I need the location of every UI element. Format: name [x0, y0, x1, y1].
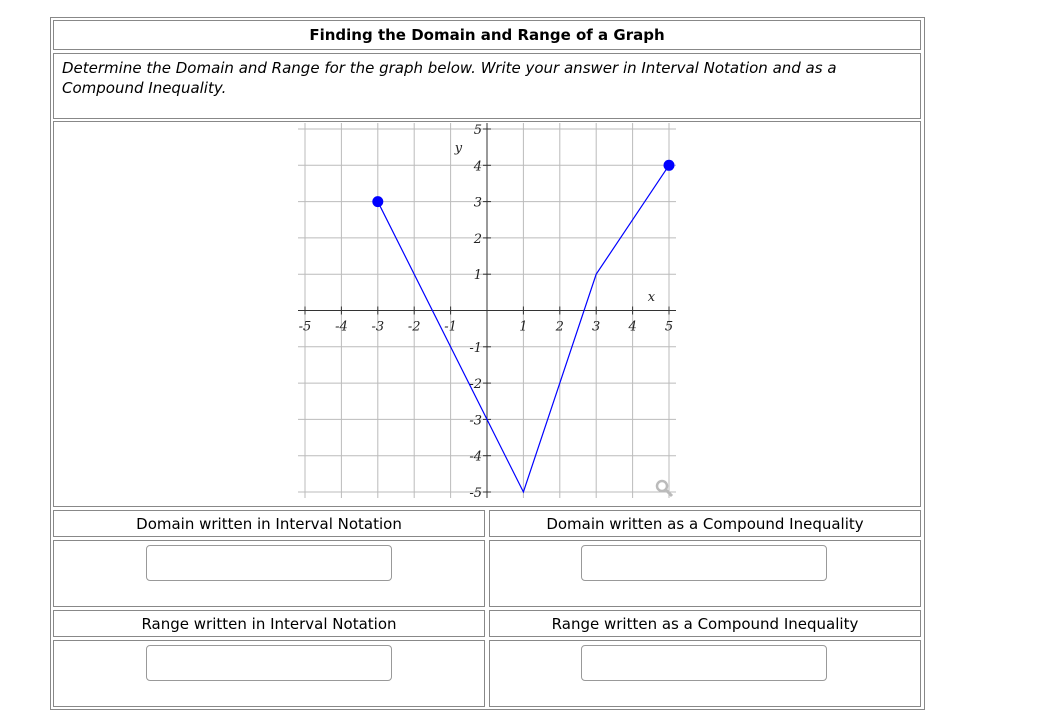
- x-tick-label: 5: [665, 320, 673, 335]
- x-tick-label: -3: [371, 320, 384, 335]
- range-interval-cell: [53, 640, 485, 707]
- range-inequality-label: Range written as a Compound Inequality: [489, 610, 921, 637]
- closed-endpoint: [663, 159, 675, 171]
- x-tick-label: -5: [299, 320, 312, 335]
- x-axis-label: x: [648, 290, 656, 305]
- y-tick-label: 1: [474, 268, 482, 283]
- domain-inequality-cell: [489, 540, 921, 607]
- instructions: Determine the Domain and Range for the g…: [53, 53, 921, 119]
- problem-table: [50, 17, 925, 710]
- y-tick-label: 4: [473, 159, 482, 174]
- domain-interval-label: Domain written in Interval Notation: [53, 510, 485, 537]
- y-axis-label: y: [454, 141, 463, 156]
- y-tick-label: -1: [469, 341, 482, 356]
- x-tick-label: 1: [519, 320, 527, 335]
- domain-inequality-input[interactable]: [581, 545, 827, 581]
- domain-inequality-label: Domain written as a Compound Inequality: [489, 510, 921, 537]
- x-tick-label: 3: [592, 320, 600, 335]
- magnifier-icon[interactable]: [655, 479, 674, 498]
- y-tick-label: 5: [474, 123, 482, 138]
- graph-line: [377, 164, 670, 494]
- range-interval-input[interactable]: [146, 645, 392, 681]
- x-tick-label: -2: [408, 320, 421, 335]
- page-title: Finding the Domain and Range of a Graph: [53, 20, 921, 50]
- range-inequality-input[interactable]: [581, 645, 827, 681]
- x-tick-label: -4: [335, 320, 348, 335]
- y-tick-label: -4: [469, 450, 482, 465]
- domain-interval-cell: [53, 540, 485, 607]
- y-tick-label: -5: [469, 486, 482, 501]
- x-tick-label: 2: [555, 320, 564, 335]
- closed-endpoint: [372, 196, 384, 208]
- domain-interval-input[interactable]: [146, 545, 392, 581]
- y-tick-label: 3: [474, 196, 482, 211]
- x-tick-label: 4: [627, 320, 636, 335]
- graph-cell: [53, 121, 921, 507]
- range-inequality-cell: [489, 640, 921, 707]
- x-tick-label: -1: [444, 320, 457, 335]
- range-interval-label: Range written in Interval Notation: [53, 610, 485, 637]
- y-tick-label: 2: [473, 232, 482, 247]
- y-tick-label: -2: [469, 377, 482, 392]
- y-tick-label: -3: [469, 413, 482, 428]
